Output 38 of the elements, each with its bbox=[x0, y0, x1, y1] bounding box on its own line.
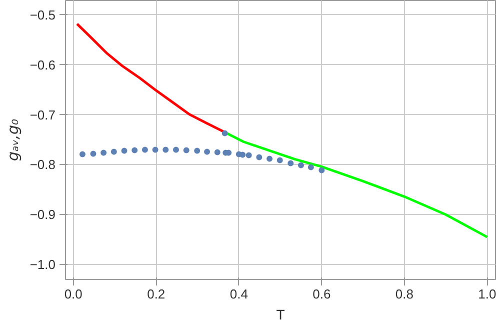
point bbox=[90, 150, 96, 157]
point bbox=[142, 146, 148, 153]
x-tick-label: 0.4 bbox=[230, 286, 248, 302]
point bbox=[222, 130, 228, 136]
point bbox=[266, 156, 273, 162]
point bbox=[183, 147, 190, 154]
point bbox=[110, 148, 117, 155]
y-tick-label: −0.8 bbox=[30, 157, 56, 172]
point bbox=[246, 152, 252, 158]
point bbox=[276, 157, 283, 164]
point bbox=[194, 148, 200, 154]
y-tick-label: −0.5 bbox=[30, 7, 56, 22]
point bbox=[162, 146, 169, 153]
point bbox=[240, 152, 246, 158]
y-tick-label: −0.6 bbox=[30, 57, 56, 72]
point bbox=[214, 149, 220, 156]
point bbox=[318, 167, 325, 174]
x-tick-label: 0.2 bbox=[147, 286, 166, 302]
point bbox=[152, 146, 158, 153]
point bbox=[308, 164, 314, 170]
y-tick-label: −0.7 bbox=[30, 107, 56, 122]
point bbox=[204, 148, 210, 155]
x-axis-title: T bbox=[276, 306, 286, 322]
y-tick-label: −1.0 bbox=[30, 257, 56, 272]
x-tick-label: 1.0 bbox=[478, 286, 496, 302]
point bbox=[288, 160, 294, 166]
point bbox=[100, 150, 107, 156]
y-tick-label: −0.9 bbox=[30, 207, 56, 222]
x-tick-label: 0.8 bbox=[395, 286, 414, 302]
point bbox=[132, 147, 138, 154]
x-tick-label: 0.6 bbox=[312, 286, 331, 302]
point bbox=[256, 154, 262, 160]
y-axis-title: gₐᵥ,g₀ bbox=[4, 119, 22, 161]
point bbox=[298, 162, 304, 168]
point bbox=[121, 148, 128, 154]
point bbox=[173, 146, 179, 153]
x-tick-label: 0.0 bbox=[64, 286, 82, 302]
point bbox=[79, 151, 86, 158]
